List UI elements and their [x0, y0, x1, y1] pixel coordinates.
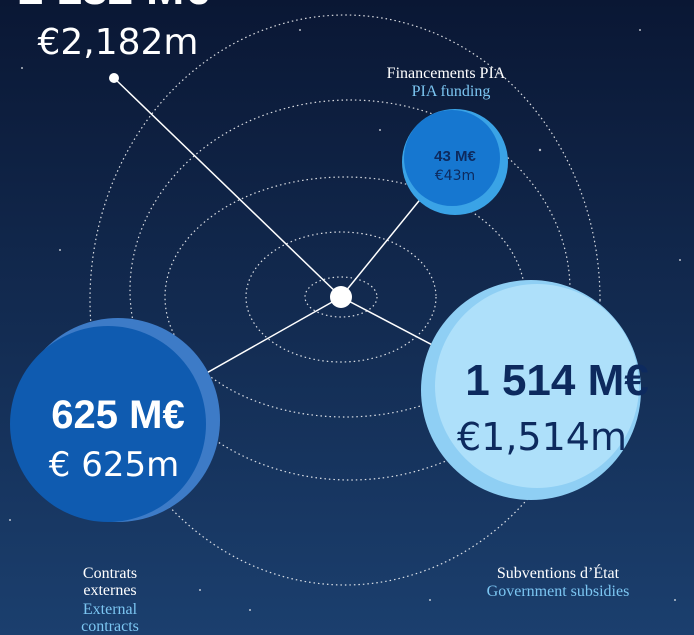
pia-bubble: 43 M€ €43m: [402, 109, 508, 215]
contracts-value-fr: 625 M€: [51, 393, 184, 437]
total-dot: [109, 73, 119, 83]
pia-value-fr: 43 M€: [434, 148, 476, 165]
contracts-value-en: € 625m: [49, 445, 179, 485]
subsidies-label-fr: Subventions d’État: [497, 563, 620, 582]
diagram: 2 182 M€ €2,182m 43 M€ €43m Financements…: [0, 0, 694, 635]
total-value-fr: 2 182 M€: [18, 0, 210, 14]
subsidies-value-fr: 1 514 M€: [465, 356, 648, 405]
pia-value-en: €43m: [435, 168, 475, 184]
center-dot: [330, 286, 352, 308]
subsidies-value-en: €1,514m: [457, 415, 627, 459]
subsidies-label-en: Government subsidies: [487, 583, 630, 600]
total-value-en: €2,182m: [37, 22, 198, 63]
pia-label-en: PIA funding: [412, 83, 491, 100]
pia-label-fr: Financements PIA: [387, 65, 506, 82]
